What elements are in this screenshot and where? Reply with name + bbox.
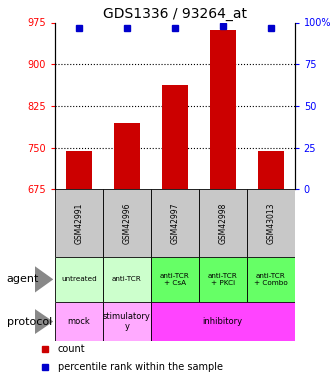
Bar	[151, 189, 199, 257]
Bar	[199, 257, 247, 302]
Text: agent: agent	[7, 274, 39, 284]
Bar	[55, 189, 103, 257]
Text: count: count	[58, 344, 85, 354]
Text: GSM42996: GSM42996	[122, 202, 132, 244]
Bar	[55, 302, 103, 341]
Bar	[103, 302, 151, 341]
Title: GDS1336 / 93264_at: GDS1336 / 93264_at	[103, 8, 247, 21]
Bar	[114, 123, 140, 189]
Text: GSM42998: GSM42998	[218, 202, 227, 244]
Polygon shape	[35, 309, 53, 334]
Text: inhibitory: inhibitory	[203, 317, 243, 326]
Text: protocol: protocol	[7, 316, 52, 327]
Bar	[103, 257, 151, 302]
Text: anti-TCR: anti-TCR	[112, 276, 142, 282]
Bar	[162, 85, 188, 189]
Bar	[247, 189, 295, 257]
Text: GSM42991: GSM42991	[74, 202, 84, 244]
Bar	[209, 30, 236, 189]
Text: anti-TCR
+ CsA: anti-TCR + CsA	[160, 273, 190, 286]
Bar	[247, 257, 295, 302]
Bar	[103, 189, 151, 257]
Text: percentile rank within the sample: percentile rank within the sample	[58, 362, 222, 372]
Bar	[55, 257, 103, 302]
Text: anti-TCR
+ PKCi: anti-TCR + PKCi	[208, 273, 238, 286]
Text: stimulatory
y: stimulatory y	[103, 312, 151, 331]
Text: untreated: untreated	[61, 276, 97, 282]
Text: GSM43013: GSM43013	[266, 202, 275, 244]
Text: mock: mock	[68, 317, 90, 326]
Text: anti-TCR
+ Combo: anti-TCR + Combo	[254, 273, 288, 286]
Bar	[151, 257, 199, 302]
Text: GSM42997: GSM42997	[170, 202, 179, 244]
Polygon shape	[35, 266, 53, 292]
Bar	[66, 151, 92, 189]
Bar	[151, 302, 295, 341]
Bar	[257, 151, 284, 189]
Bar	[199, 189, 247, 257]
